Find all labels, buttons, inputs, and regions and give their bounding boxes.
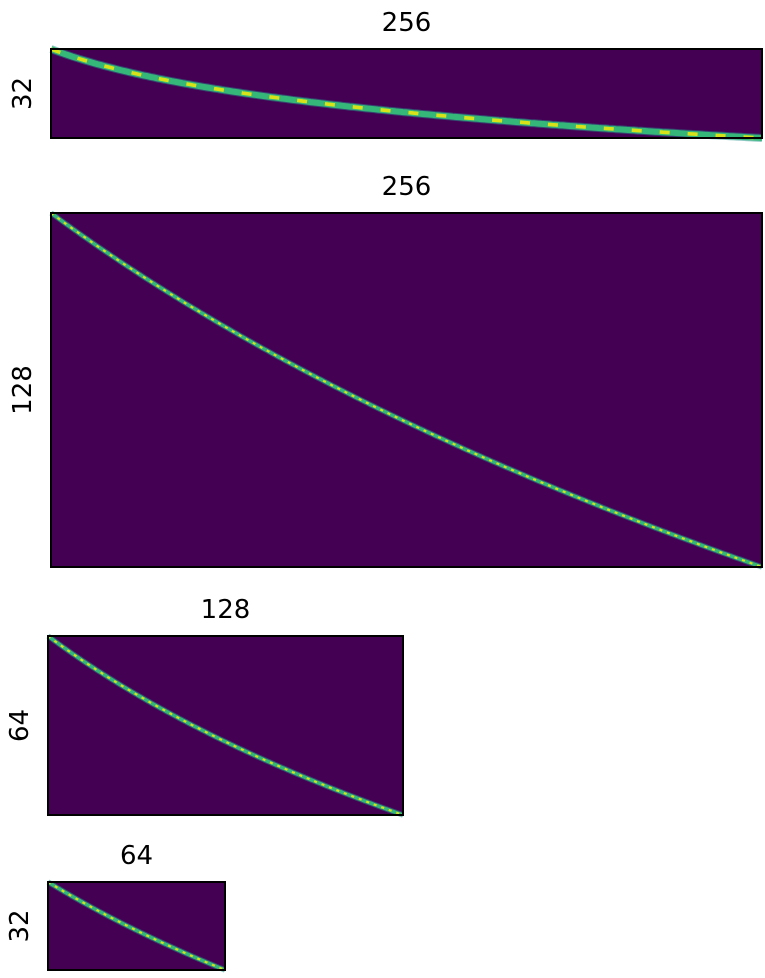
filter-band [49, 211, 763, 569]
filter-band-peaks [47, 881, 226, 971]
y-axis-label: 32 [5, 909, 35, 942]
chart-title: 64 [120, 841, 153, 871]
axes-frame [47, 635, 404, 816]
heatmap-background [51, 213, 762, 567]
y-axis-label: 64 [5, 709, 35, 742]
heatmap-background [48, 636, 403, 815]
axes-frame [50, 48, 763, 139]
chart-title: 128 [201, 595, 251, 625]
chart-title: 256 [382, 8, 432, 38]
axes-frame [50, 212, 763, 568]
y-axis-label: 128 [8, 365, 38, 415]
chart-title: 256 [382, 172, 432, 202]
filter-band [49, 46, 763, 141]
filter-band [46, 634, 404, 817]
axes-frame [47, 881, 226, 971]
y-axis-label: 32 [8, 77, 38, 110]
heatmap-background [51, 49, 762, 138]
